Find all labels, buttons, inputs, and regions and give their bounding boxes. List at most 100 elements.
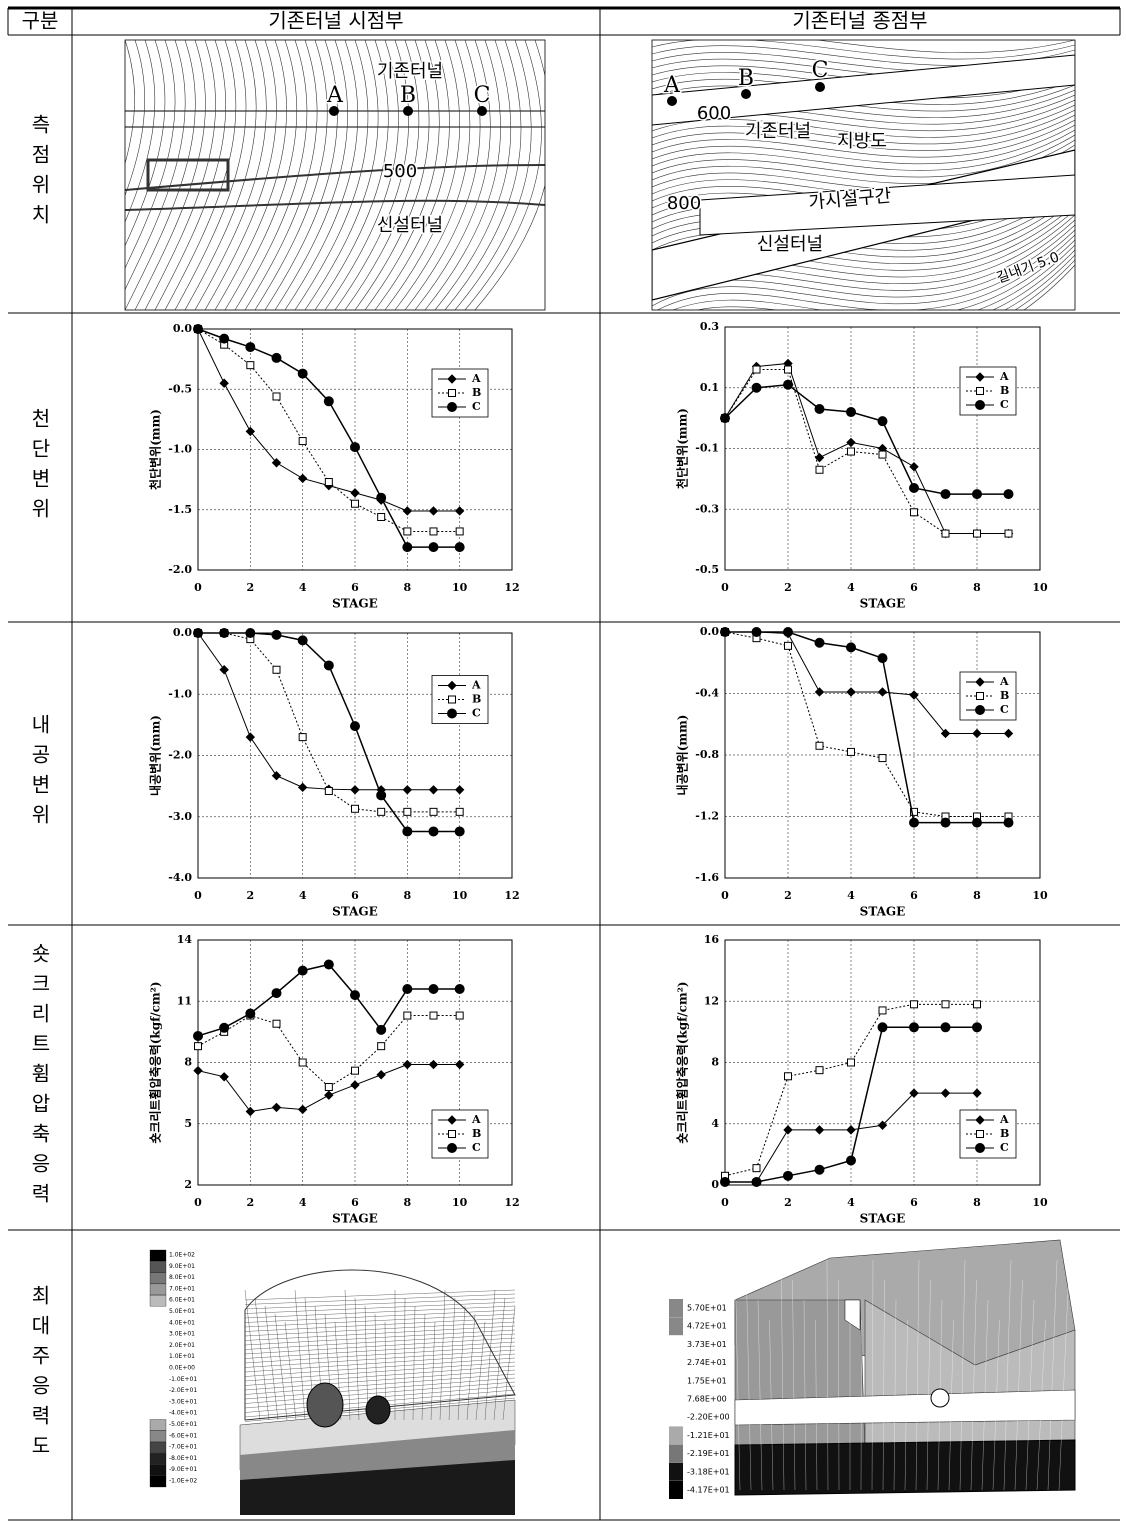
legend-swatch (150, 1386, 166, 1397)
y-tick-label: -0.5 (695, 563, 719, 576)
x-tick-label: 6 (351, 889, 359, 902)
marker-circle (721, 414, 730, 423)
series-line (198, 965, 460, 1036)
x-tick-label: 4 (299, 889, 307, 902)
contour-line (205, 40, 276, 310)
legend-value: 8.0E+01 (169, 1274, 195, 1281)
measure-point (667, 96, 677, 106)
contour-line (465, 40, 541, 310)
x-tick-label: 6 (910, 581, 918, 594)
series-line (725, 1004, 977, 1176)
marker-circle (448, 403, 457, 412)
contour-line (75, 40, 145, 310)
legend-label: A (999, 675, 1009, 688)
marker-diamond (430, 786, 438, 794)
marker-diamond (430, 507, 438, 515)
y-tick-label: 4 (711, 1117, 719, 1130)
marker-circle (298, 369, 307, 378)
marker-circle (429, 827, 438, 836)
marker-diamond (273, 1103, 281, 1111)
marker-square (785, 1073, 792, 1080)
x-tick-label: 0 (721, 581, 729, 594)
marker-circle (448, 709, 457, 718)
marker-square (977, 693, 984, 700)
legend-label: C (1000, 398, 1009, 411)
legend-label: A (471, 372, 481, 385)
x-tick-label: 10 (1032, 889, 1048, 902)
legend-swatch (150, 1420, 166, 1431)
y-tick-label: -2.0 (168, 563, 192, 576)
x-tick-label: 2 (247, 581, 255, 594)
marker-square (942, 1001, 949, 1008)
legend-swatch (150, 1352, 166, 1363)
legend-swatch (150, 1453, 166, 1464)
contour-line (175, 40, 246, 310)
chart: 2581114024681012STAGE숏크리트휨압축응력(kgf/cm²)A… (148, 933, 520, 1226)
legend-swatch (150, 1465, 166, 1476)
marker-circle (847, 1156, 856, 1165)
x-axis-label: STAGE (332, 905, 378, 919)
tunnel-mesh (307, 1383, 343, 1427)
marker-circle (403, 985, 412, 994)
x-tick-label: 2 (247, 889, 255, 902)
map-label: 신설터널 (757, 234, 823, 255)
marker-square (430, 808, 437, 815)
legend-swatch (150, 1273, 166, 1284)
legend: ABC (960, 1110, 1016, 1158)
tunnel-line (125, 201, 545, 210)
contour-line (115, 40, 185, 310)
row-label: 숏크리트휨압축응력 (26, 943, 55, 1213)
y-tick-label: 14 (177, 933, 193, 946)
y-tick-label: -1.0 (168, 687, 192, 700)
map-label: B (400, 83, 416, 108)
marker-square (273, 1020, 280, 1027)
chart: 04812160246810STAGE숏크리트휨압축응력(kgf/cm²)ABC (675, 933, 1048, 1226)
y-tick-label: 12 (704, 994, 719, 1007)
marker-diamond (351, 786, 359, 794)
legend-value: 6.0E+01 (169, 1297, 195, 1304)
marker-circle (246, 1009, 255, 1018)
site-map (25, 40, 552, 310)
marker-diamond (220, 1073, 228, 1081)
marker-square (195, 1043, 202, 1050)
header-cell: 구분 (22, 9, 59, 33)
marker-circle (246, 629, 255, 638)
measure-point (403, 106, 413, 116)
marker-square (449, 1131, 456, 1138)
legend: ABC (432, 1110, 488, 1158)
marker-diamond (879, 688, 887, 696)
y-tick-label: -0.4 (695, 687, 719, 700)
map-label: B (738, 66, 754, 91)
y-tick-label: -0.3 (695, 502, 719, 515)
marker-circle (403, 543, 412, 552)
header-cell: 기존터널 종점부 (792, 9, 927, 33)
legend-swatch (150, 1442, 166, 1453)
marker-square (247, 362, 254, 369)
legend-swatch (150, 1431, 166, 1442)
x-tick-label: 12 (504, 581, 519, 594)
x-tick-label: 2 (784, 581, 792, 594)
y-axis-label: 천단변위(mm) (675, 408, 690, 489)
x-tick-label: 4 (299, 581, 307, 594)
marker-square (404, 528, 411, 535)
legend-swatch (150, 1374, 166, 1385)
marker-square (977, 1131, 984, 1138)
series-line (198, 329, 460, 547)
x-tick-label: 6 (910, 1196, 918, 1209)
marker-square (299, 1059, 306, 1066)
marker-circle (752, 1177, 761, 1186)
marker-circle (403, 827, 412, 836)
marker-square (816, 742, 823, 749)
map-label: 500 (383, 161, 417, 182)
marker-circle (298, 966, 307, 975)
contour-line (95, 40, 165, 310)
measure-point (477, 106, 487, 116)
x-axis-label: STAGE (860, 597, 906, 611)
marker-circle (752, 628, 761, 637)
marker-circle (784, 628, 793, 637)
contour-line (652, 39, 1075, 59)
chart: 0.0-0.4-0.8-1.2-1.60246810STAGE내공변위(mm)A… (675, 625, 1048, 919)
y-tick-label: -4.0 (168, 871, 192, 884)
x-axis-label: STAGE (860, 905, 906, 919)
legend-value: 7.0E+01 (169, 1285, 195, 1292)
